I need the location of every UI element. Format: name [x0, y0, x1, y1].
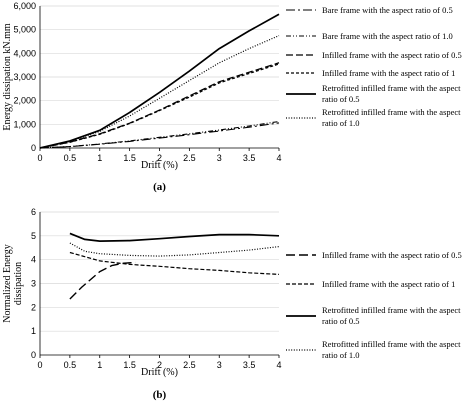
y-tick-label: 6,000	[13, 1, 36, 11]
x-tick-label: 1	[97, 360, 102, 370]
x-tick-label: 3.5	[243, 360, 256, 370]
series-line	[69, 261, 136, 300]
x-tick-label: 1.5	[123, 360, 136, 370]
legend-label: Infilled frame with the aspect ratio of …	[322, 68, 455, 78]
panel-label: (b)	[153, 389, 167, 401]
series-line	[39, 35, 280, 149]
legend-label: Infilled frame with the aspect ratio of …	[322, 50, 462, 60]
legend-label: Bare frame with the aspect ratio of 1.0	[322, 31, 453, 41]
x-tick-label: 4	[276, 153, 281, 163]
y-tick-label: 3	[31, 279, 36, 289]
x-tick-label: 2.5	[183, 153, 196, 163]
legend-label: Infilled frame with the aspect ratio of …	[322, 279, 455, 289]
series-line	[69, 242, 280, 257]
legend-label: Retrofitted infilled frame with the aspe…	[322, 83, 461, 104]
legend-label: Retrofitted infilled frame with the aspe…	[322, 107, 461, 128]
legend-label: Retrofitted infilled frame with the aspe…	[322, 339, 461, 360]
series-line	[39, 120, 280, 149]
x-axis-label: Drift (%)	[141, 367, 178, 378]
y-axis-label: Energy dissipation kN.mm	[2, 23, 13, 131]
x-axis-label: Drift (%)	[141, 160, 178, 171]
y-tick-label: 1,000	[13, 119, 36, 129]
x-tick-label: 4	[276, 360, 281, 370]
y-tick-label: 1	[31, 326, 36, 336]
x-tick-label: 3	[217, 360, 222, 370]
x-tick-label: 0.5	[64, 360, 77, 370]
x-tick-label: 1	[97, 153, 102, 163]
series-line	[39, 13, 280, 149]
panel-label: (a)	[153, 181, 166, 193]
x-tick-label: 2	[157, 153, 162, 163]
chart-panel-b: 0 1 2 3 4 5 6 0 0.5 1 1.5 2 2.5 3 3.5 4 Drift (%) Normali…	[2, 207, 462, 401]
y-tick-label: 0	[31, 350, 36, 360]
y-tick-label: 6	[31, 207, 36, 217]
x-tick-label: 3	[217, 153, 222, 163]
x-tick-label: 0	[37, 360, 42, 370]
y-tick-label: 4	[31, 255, 36, 265]
series-line	[39, 122, 280, 149]
x-tick-label: 2.5	[183, 360, 196, 370]
x-tick-label: 3.5	[243, 153, 256, 163]
x-tick-label: 1.5	[123, 153, 136, 163]
legend-label: Bare frame with the aspect ratio of 0.5	[322, 5, 453, 15]
series-line	[69, 232, 280, 242]
y-tick-label: 4,000	[13, 48, 36, 58]
y-tick-label: 5	[31, 231, 36, 241]
series-line	[69, 251, 280, 275]
y-tick-label: 3,000	[13, 72, 36, 82]
chart-panel-a: 0 1,000 2,000 3,000 4,000 5,000 6,000 0 0.5 1 1.5 2…	[2, 1, 462, 193]
x-tick-label: 2	[157, 360, 162, 370]
legend-label: Retrofitted infilled frame with the aspe…	[322, 305, 461, 326]
x-tick-label: 0.5	[64, 153, 77, 163]
y-tick-label: 2,000	[13, 96, 36, 106]
legend-label: Infilled frame with the aspect ratio of …	[322, 250, 462, 260]
series-line	[39, 63, 280, 149]
y-tick-label: 0	[31, 143, 36, 153]
y-axis-label: Normalized Energydissipation	[2, 244, 24, 322]
y-tick-label: 5,000	[13, 25, 36, 35]
y-tick-label: 2	[31, 302, 36, 312]
x-tick-label: 0	[37, 153, 42, 163]
